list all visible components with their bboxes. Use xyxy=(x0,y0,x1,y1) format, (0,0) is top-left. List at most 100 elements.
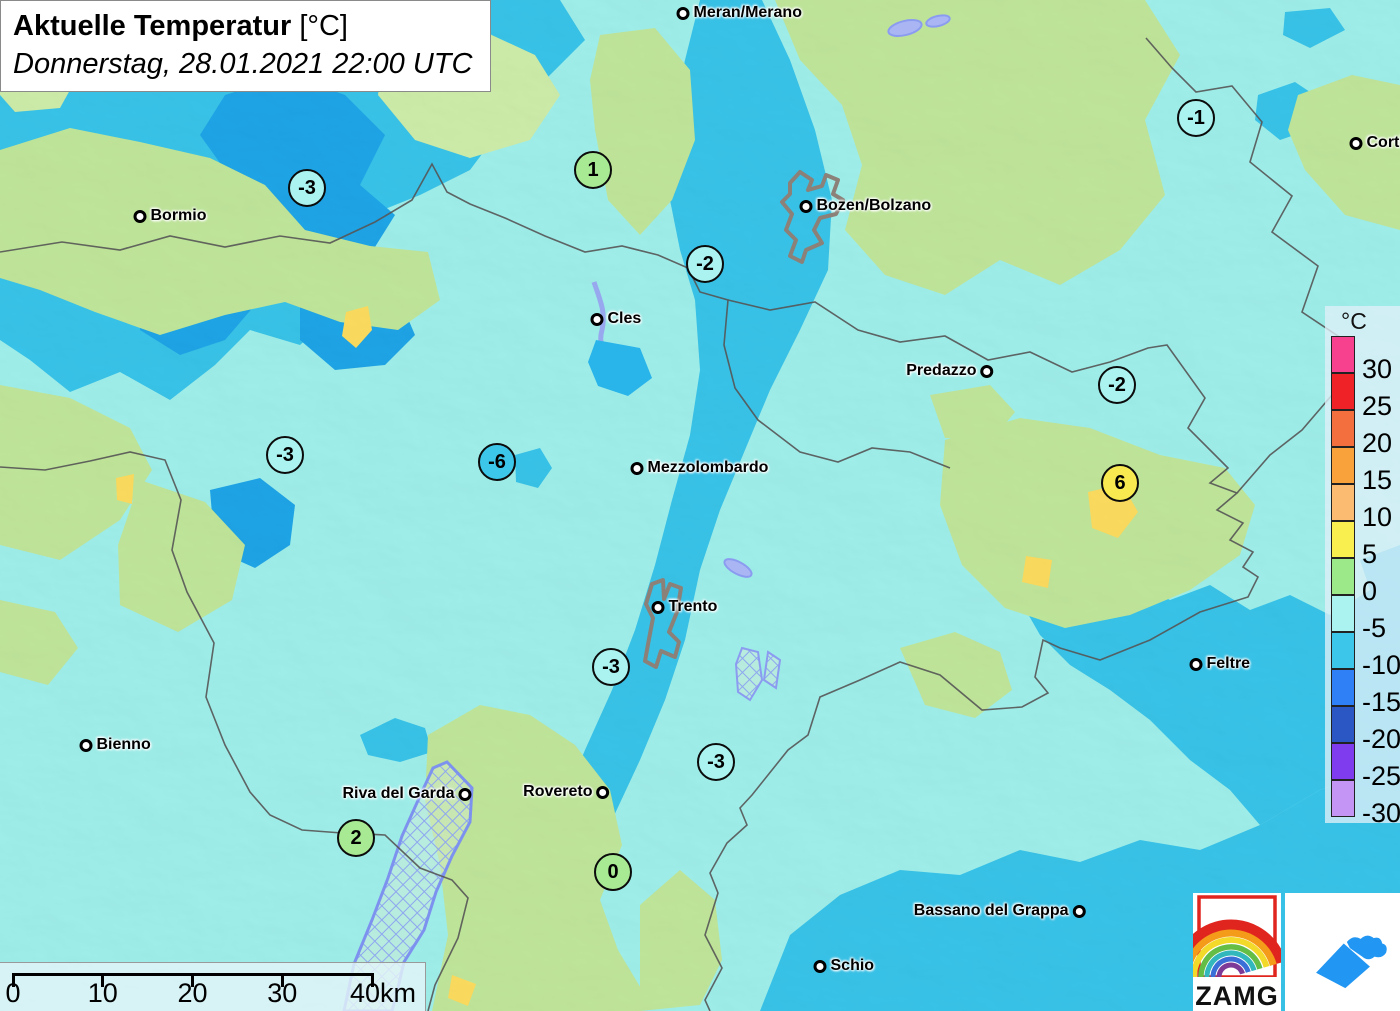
legend-color-block xyxy=(1331,558,1355,595)
scale-tick-label: 40km xyxy=(349,978,417,1008)
city-marker: Bozen/Bolzano xyxy=(799,197,936,215)
scale-tick-mark xyxy=(280,973,284,987)
city-marker: Predazzo xyxy=(902,362,994,380)
temperature-legend: °C 30 25 20 15 10 5 0 -5 -10 -15 -20 -25 -30 xyxy=(1325,306,1400,827)
title-box: Aktuelle Temperatur [°C] Donnerstag, 28.… xyxy=(0,0,492,92)
city-marker: Meran/Merano xyxy=(676,4,806,22)
city-dot-icon xyxy=(630,461,644,475)
legend-value-label: 10 xyxy=(1362,502,1393,532)
city-dot-icon xyxy=(676,6,690,20)
legend-value-label: 30 xyxy=(1362,354,1393,384)
station-temperature-marker: -3 xyxy=(697,743,735,781)
legend-unit-label: °C xyxy=(1341,308,1367,334)
mountain-cloud-icon xyxy=(1315,935,1387,989)
borders-layer xyxy=(0,37,1348,1011)
scale-tick-label: 30 xyxy=(267,978,298,1008)
zamg-logo-text: ZAMG xyxy=(1195,981,1279,1011)
city-dot-icon xyxy=(813,959,827,973)
city-dot-icon xyxy=(799,199,813,213)
city-dot-icon xyxy=(596,785,610,799)
city-dot-icon xyxy=(458,787,472,801)
city-dot-icon xyxy=(1349,136,1363,150)
legend-color-block xyxy=(1331,447,1355,484)
city-dot-icon xyxy=(1189,657,1203,671)
legend-value-label: 15 xyxy=(1362,465,1393,495)
lake-garda xyxy=(342,760,474,1011)
city-dot-icon xyxy=(79,738,93,752)
city-marker: Mezzolombardo xyxy=(630,459,773,477)
scale-tick-label: 20 xyxy=(177,978,208,1008)
city-marker: Bassano del Grappa xyxy=(910,902,1086,920)
legend-color-block xyxy=(1331,632,1355,669)
city-marker: Feltre xyxy=(1189,655,1255,673)
city-outline-bozen xyxy=(780,170,845,264)
legend-value-label: -25 xyxy=(1362,761,1400,791)
city-dot-icon xyxy=(980,364,994,378)
legend-value-label: 20 xyxy=(1362,428,1393,458)
city-marker: Riva del Garda xyxy=(338,785,472,803)
city-name-label: Rovereto xyxy=(523,783,593,800)
city-name-label: Meran/Merano xyxy=(693,4,802,21)
legend-value-label: 25 xyxy=(1362,391,1393,421)
legend-value-label: -15 xyxy=(1362,687,1400,717)
map-title: Aktuelle Temperatur [°C] xyxy=(13,7,472,45)
zamg-rainbow-icon xyxy=(1193,895,1281,983)
city-name-label: Cles xyxy=(607,310,642,327)
city-dot-icon xyxy=(651,600,665,614)
city-name-label: Cortina xyxy=(1366,134,1400,151)
city-name-label: Schio xyxy=(830,957,875,974)
city-marker: Schio xyxy=(813,957,879,975)
station-temperature-marker: 2 xyxy=(337,819,375,857)
province-weather-logo xyxy=(1285,893,1400,1011)
city-outlines-layer xyxy=(643,170,845,669)
city-name-label: Predazzo xyxy=(906,362,977,379)
city-name-label: Feltre xyxy=(1206,655,1251,672)
legend-value-label: -5 xyxy=(1362,613,1387,643)
legend-color-block xyxy=(1331,410,1355,447)
legend-color-block xyxy=(1331,780,1355,817)
station-temperature-marker: -3 xyxy=(288,169,326,207)
city-name-label: Bozen/Bolzano xyxy=(816,197,932,214)
legend-color-block xyxy=(1331,484,1355,521)
station-temperature-marker: 1 xyxy=(574,151,612,189)
city-name-label: Riva del Garda xyxy=(342,785,455,802)
title-unit: [°C] xyxy=(291,10,348,42)
city-dot-icon xyxy=(133,209,147,223)
legend-color-block xyxy=(1331,595,1355,632)
scale-tick-mark xyxy=(191,973,194,987)
lakes-layer xyxy=(342,14,951,1011)
scale-tick-mark xyxy=(11,973,15,987)
city-marker: Trento xyxy=(651,598,722,616)
legend-color-block xyxy=(1331,743,1355,780)
station-temperature-marker: -1 xyxy=(1177,99,1215,137)
legend-blocks: 30 25 20 15 10 5 0 -5 -10 -15 -20 -25 -30 xyxy=(1331,336,1400,827)
legend-value-label: 5 xyxy=(1362,539,1378,569)
station-temperature-marker: 6 xyxy=(1101,464,1139,502)
station-temperature-marker: -2 xyxy=(686,245,724,283)
zamg-logo: ZAMG xyxy=(1193,893,1281,1011)
city-marker: Cortina xyxy=(1349,134,1400,152)
city-outline-trento xyxy=(643,578,683,669)
station-temperature-marker: -6 xyxy=(478,443,516,481)
legend-value-label: -10 xyxy=(1362,650,1400,680)
legend-color-block xyxy=(1331,336,1355,373)
city-name-label: Bienno xyxy=(96,736,151,753)
scale-bar: 0 10 20 30 40km xyxy=(0,962,426,1011)
legend-color-block xyxy=(1331,706,1355,743)
city-name-label: Mezzolombardo xyxy=(647,459,769,476)
scale-tick-label: 0 xyxy=(5,978,21,1008)
map-subtitle: Donnerstag, 28.01.2021 22:00 UTC xyxy=(13,48,473,80)
city-name-label: Bassano del Grappa xyxy=(913,902,1069,919)
legend-color-block xyxy=(1331,669,1355,706)
scale-tick-label: 10 xyxy=(87,978,118,1008)
city-name-label: Trento xyxy=(668,598,718,615)
station-temperature-marker: -3 xyxy=(266,436,304,474)
legend-color-block xyxy=(1331,521,1355,558)
scale-tick-mark xyxy=(370,973,374,987)
legend-color-block xyxy=(1331,373,1355,410)
city-dot-icon xyxy=(590,312,604,326)
legend-value-label: -20 xyxy=(1362,724,1400,754)
